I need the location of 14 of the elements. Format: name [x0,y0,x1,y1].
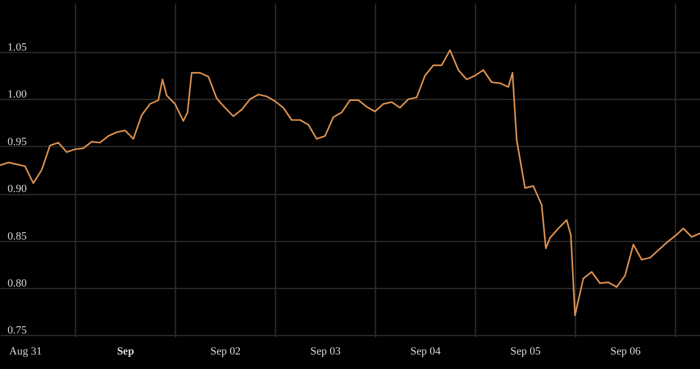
x-tick-label: Sep 05 [510,346,542,358]
y-tick-label: 1.05 [8,42,28,54]
x-tick-label: Sep [116,346,134,358]
x-tick-label: Sep 02 [210,346,241,358]
x-tick-label: Sep 06 [610,346,642,358]
x-tick-label: Sep 03 [310,346,342,358]
y-tick-label: 0.85 [8,230,28,242]
y-tick-label: 0.95 [8,136,28,148]
x-tick-label: Aug 31 [9,346,42,358]
x-tick-label: Sep 04 [410,346,442,358]
y-tick-label: 1.00 [8,88,28,101]
y-tick-label: 0.75 [8,324,28,337]
y-tick-label: 0.80 [8,277,28,290]
y-tick-label: 0.90 [8,183,28,196]
